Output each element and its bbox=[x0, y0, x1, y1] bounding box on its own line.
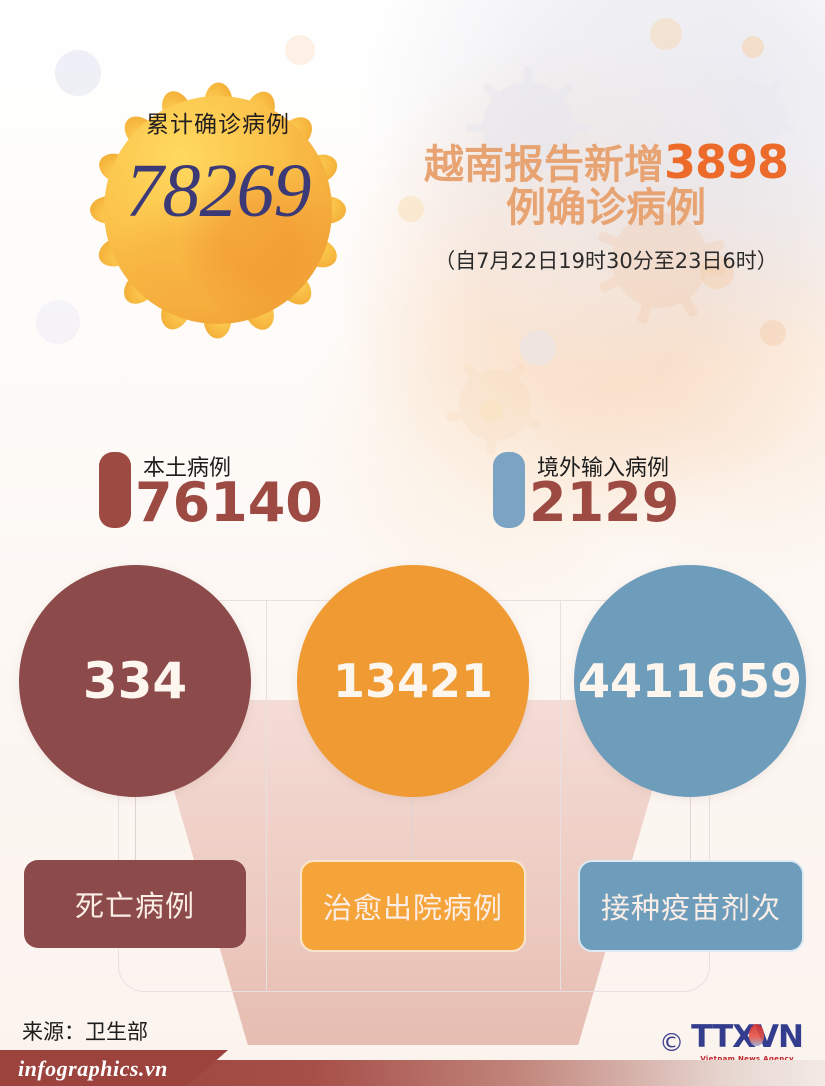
ttxvn-logo: © TTXVN Vietnam News Agency bbox=[659, 1019, 804, 1064]
stat-circle-recovered: 13421 bbox=[297, 565, 529, 797]
headline-prefix: 越南报告新增 bbox=[423, 142, 664, 188]
stat-label-text-deaths: 死亡病例 bbox=[74, 889, 195, 923]
stat-value-recovered: 13421 bbox=[332, 654, 494, 708]
copyright-icon: © bbox=[659, 1028, 685, 1057]
stat-label-vaccine: 接种疫苗剂次 bbox=[578, 860, 804, 952]
site-banner: infographics.vn bbox=[0, 1050, 228, 1086]
headline-block: 越南报告新增3898 例确诊病例 （自7月22日19时30分至23日6时） bbox=[396, 138, 816, 275]
legend-label-domestic: 本土病例 bbox=[143, 456, 232, 481]
ttxvn-flame-icon bbox=[749, 1024, 765, 1046]
new-cases-value: 3898 bbox=[663, 135, 789, 189]
legend-row: 本土病例 76140 境外输入病例 2129 bbox=[0, 452, 825, 548]
stat-circle-vaccine: 4411659 bbox=[574, 565, 806, 797]
cumulative-cases-label: 累计确诊病例 bbox=[146, 112, 290, 138]
hero-text-group: 累计确诊病例 78269 bbox=[68, 112, 368, 233]
stat-value-vaccine: 4411659 bbox=[577, 654, 803, 708]
stat-label-deaths: 死亡病例 bbox=[24, 860, 246, 948]
cumulative-cases-value: 78269 bbox=[125, 149, 312, 233]
background-dot bbox=[480, 400, 502, 422]
background-dot bbox=[520, 330, 556, 366]
stat-stem-recovered bbox=[412, 790, 413, 860]
legend-value-domestic: 76140 bbox=[135, 471, 323, 534]
stat-label-text-recovered: 治愈出院病例 bbox=[322, 891, 503, 925]
legend-chip-domestic bbox=[99, 452, 131, 528]
panel-divider-left bbox=[266, 600, 267, 990]
virus-body bbox=[104, 96, 332, 324]
headline-line-1: 越南报告新增3898 bbox=[396, 138, 816, 187]
stat-circle-deaths: 334 bbox=[19, 565, 251, 797]
stat-label-recovered: 治愈出院病例 bbox=[300, 860, 526, 952]
background-dot bbox=[650, 18, 682, 50]
stat-stem-deaths bbox=[135, 790, 136, 860]
ttxvn-wordmark: TTXVN bbox=[691, 1019, 804, 1055]
headline-suffix: 例确诊病例 bbox=[506, 184, 706, 231]
stat-label-text-vaccine: 接种疫苗剂次 bbox=[600, 891, 781, 925]
stat-stem-vaccine bbox=[690, 790, 691, 860]
legend-value-imported: 2129 bbox=[529, 471, 680, 534]
site-name: infographics.vn bbox=[18, 1056, 168, 1081]
coronavirus-icon: 累计确诊病例 78269 bbox=[18, 10, 418, 410]
legend-chip-imported bbox=[493, 452, 525, 528]
legend-label-imported: 境外输入病例 bbox=[537, 456, 670, 481]
report-period: （自7月22日19时30分至23日6时） bbox=[434, 249, 778, 274]
panel-divider-right bbox=[560, 600, 561, 990]
background-dot bbox=[760, 320, 786, 346]
source-text: 来源：卫生部 bbox=[22, 1020, 148, 1044]
ttxvn-mark: TTXVN Vietnam News Agency bbox=[691, 1019, 804, 1064]
background-dot bbox=[742, 36, 764, 58]
ttxvn-tagline: Vietnam News Agency bbox=[700, 1055, 794, 1063]
stat-value-deaths: 334 bbox=[82, 652, 188, 710]
